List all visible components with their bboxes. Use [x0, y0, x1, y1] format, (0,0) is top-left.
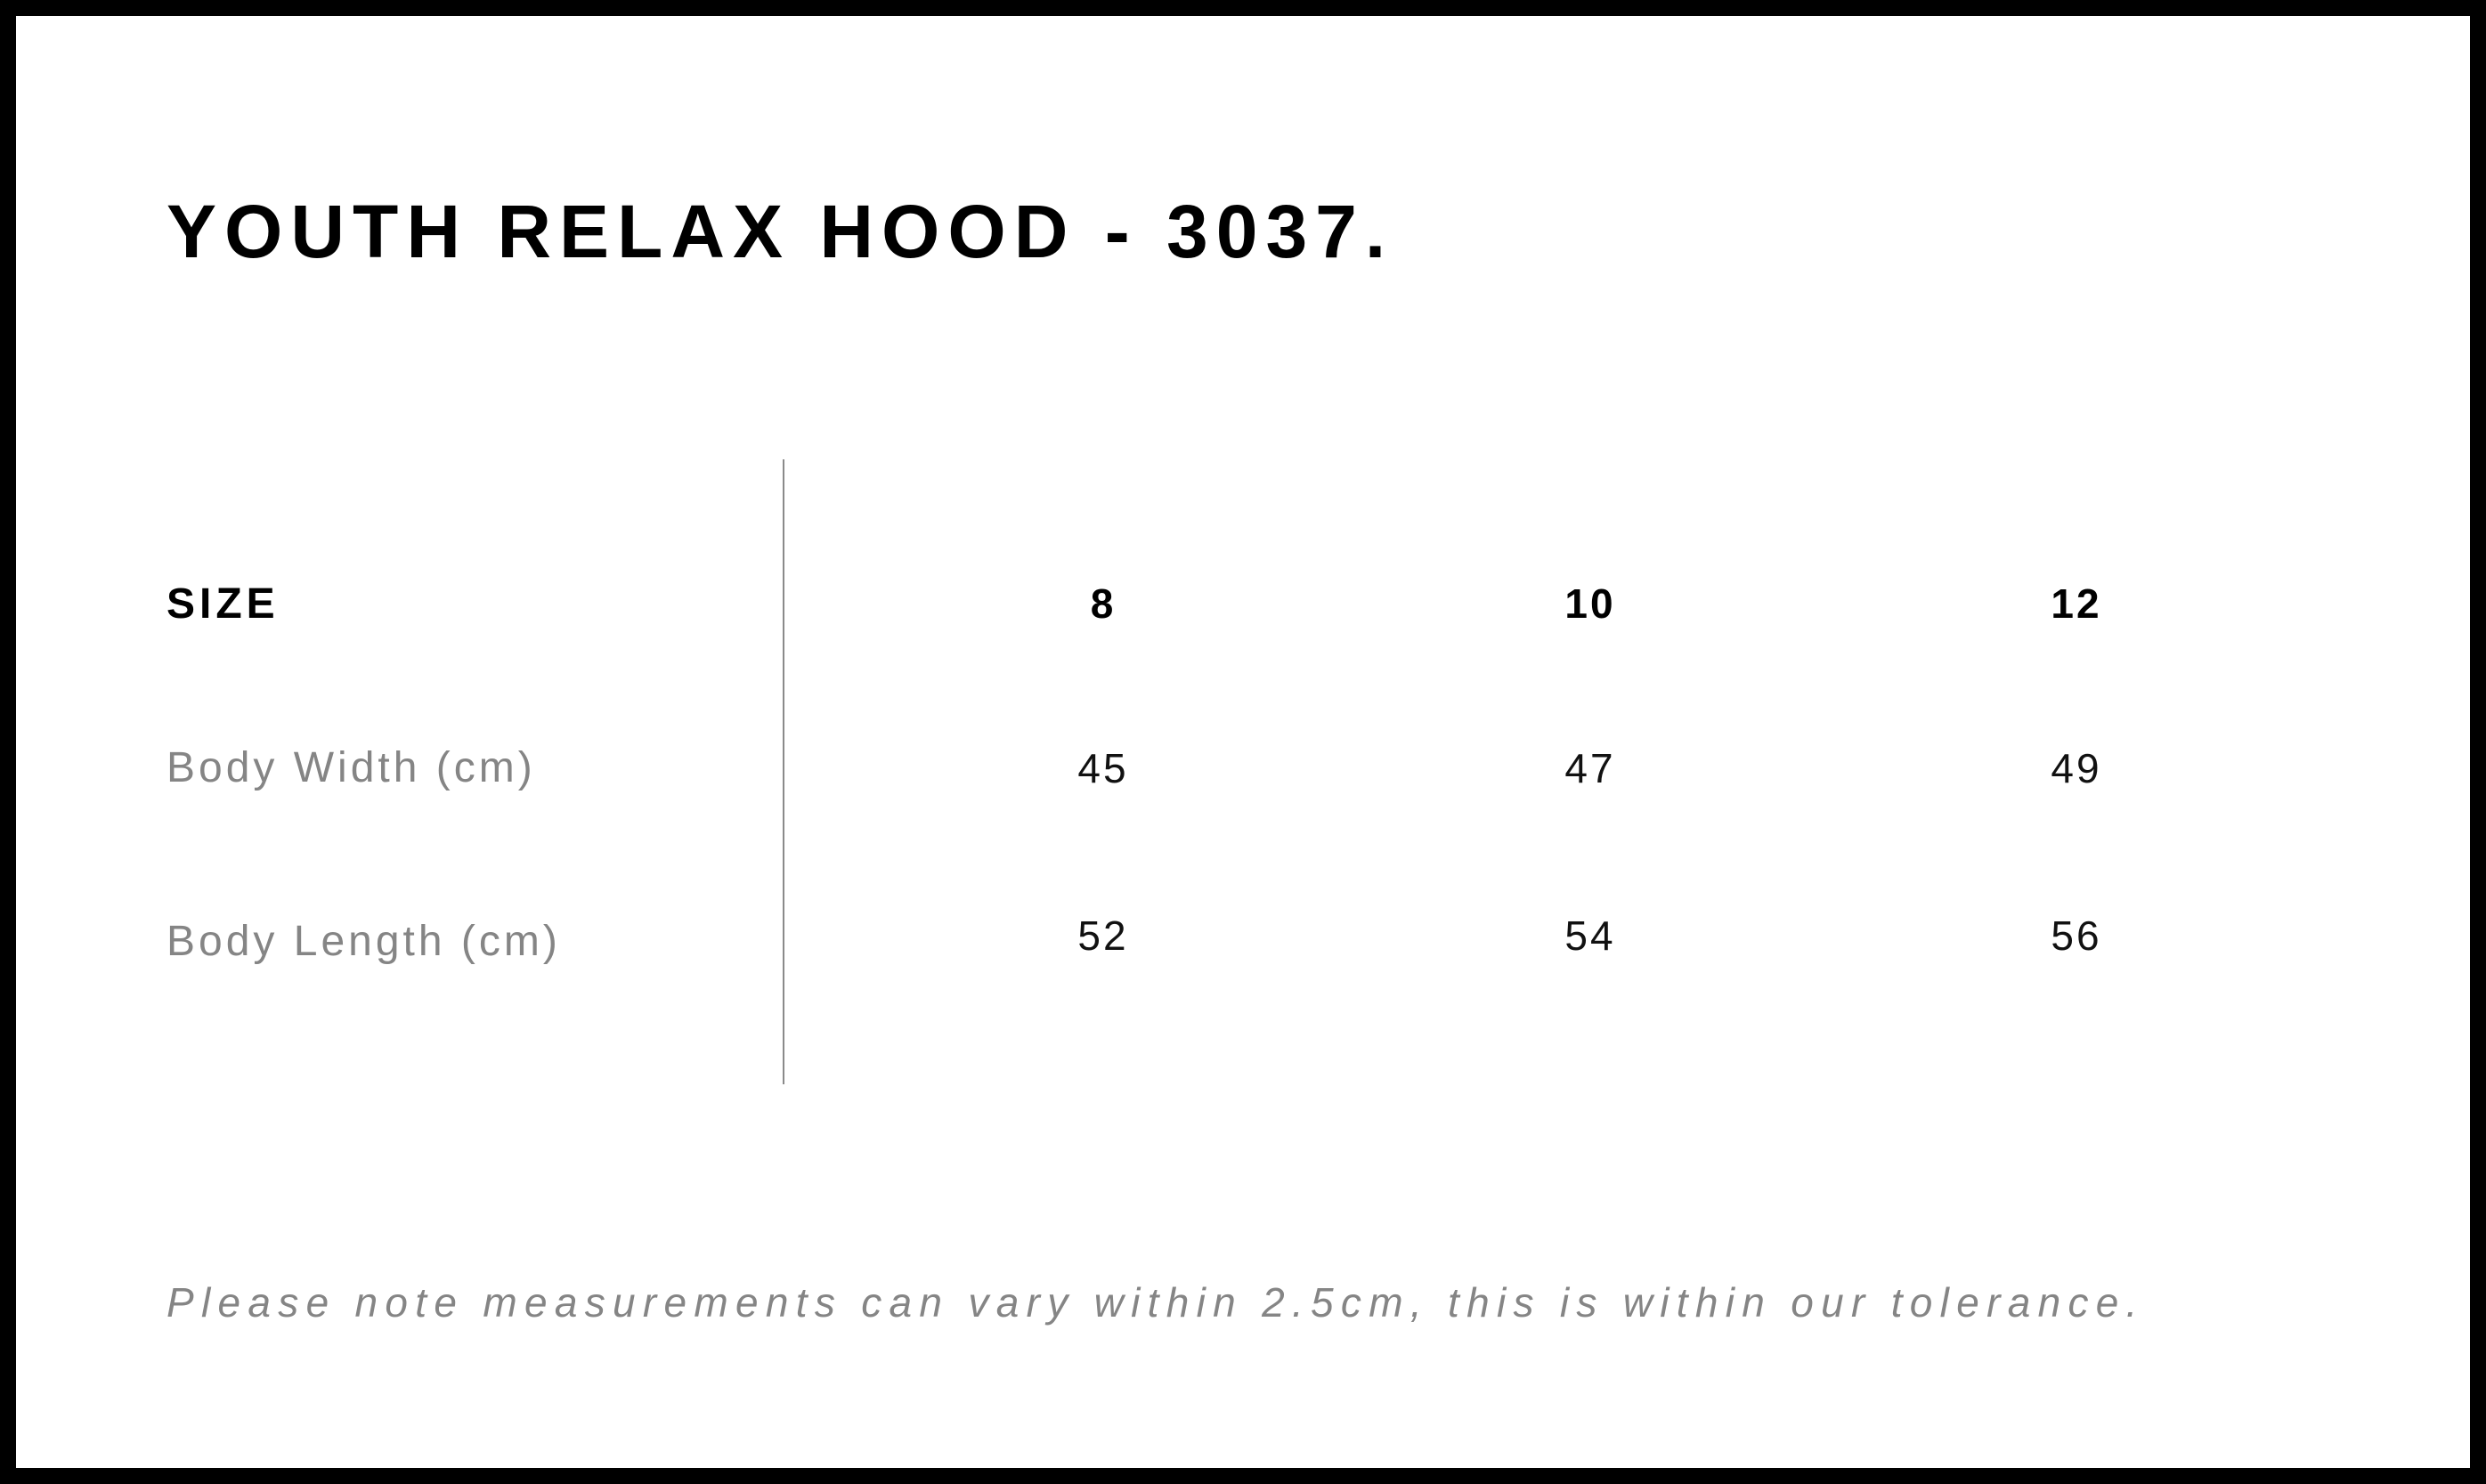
- size-header-12: 12: [2051, 580, 2102, 627]
- size-header-label: SIZE: [167, 580, 280, 628]
- body-length-12: 56: [2051, 912, 2102, 959]
- row-label-body-length: Body Length (cm): [167, 918, 561, 965]
- page-title: YOUTH RELAX HOOD - 3037.: [167, 190, 1394, 273]
- body-width-12: 49: [2051, 745, 2102, 791]
- column-divider: [783, 459, 784, 1084]
- body-length-10: 54: [1564, 912, 1616, 959]
- body-width-8: 45: [1077, 745, 1129, 791]
- size-header-8: 8: [1090, 580, 1117, 627]
- size-chart-sheet: YOUTH RELAX HOOD - 3037. SIZE 8 10 12 Bo…: [16, 16, 2470, 1468]
- row-label-body-width: Body Width (cm): [167, 744, 536, 791]
- body-length-8: 52: [1077, 912, 1129, 959]
- body-width-10: 47: [1564, 745, 1616, 791]
- tolerance-note: Please note measurements can vary within…: [167, 1279, 2145, 1326]
- size-header-10: 10: [1564, 580, 1616, 627]
